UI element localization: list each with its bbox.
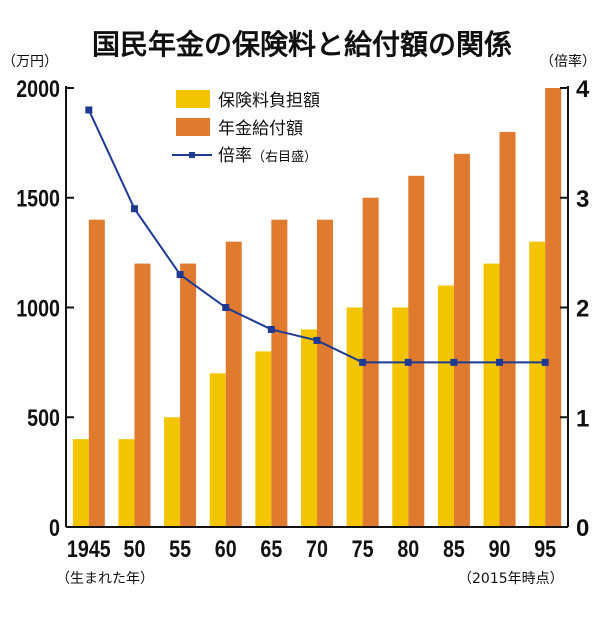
bar-premium-95: [529, 241, 546, 527]
right-tick-label-0: 0: [576, 515, 589, 542]
ratio-point-65: [267, 325, 275, 333]
bar-premium-90: [483, 263, 500, 527]
ratio-point-75: [359, 358, 367, 366]
legend-label-ratio: 倍率: [218, 146, 252, 166]
bar-benefit-55: [180, 263, 197, 527]
x-tick-label-55: 55: [169, 535, 191, 562]
bar-premium-50: [118, 439, 135, 527]
right-tick-label-1: 1: [576, 405, 589, 432]
bar-premium-75: [346, 307, 363, 527]
x-tick-label-50: 50: [124, 535, 146, 562]
bar-benefit-50: [134, 263, 151, 527]
ratio-point-90: [496, 358, 504, 366]
ratio-point-85: [450, 358, 458, 366]
legend-label-ratio-note: （右目盛）: [252, 150, 317, 165]
bar-premium-65: [255, 351, 272, 527]
x-axis-note-left: （生まれた年）: [56, 571, 154, 587]
right-tick-label-3: 3: [576, 186, 589, 213]
legend-marker-ratio: [189, 152, 195, 158]
ratio-point-80: [404, 358, 412, 366]
left-tick-label-1000: 1000: [16, 295, 60, 322]
x-tick-label-85: 85: [443, 535, 465, 562]
bar-benefit-65: [271, 219, 288, 527]
chart-title: 国民年金の保険料と給付額の関係: [92, 28, 512, 61]
right-tick-label-4: 4: [576, 76, 590, 103]
ratio-point-1945: [85, 106, 93, 114]
bar-premium-1945: [72, 439, 89, 527]
legend: 保険料負担額 年金給付額 倍率（右目盛）: [172, 90, 320, 166]
ratio-point-60: [222, 304, 230, 311]
x-tick-label-80: 80: [397, 535, 419, 562]
bar-benefit-60: [225, 241, 242, 527]
x-tick-label-1945: 1945: [67, 535, 111, 562]
legend-label-benefit: 年金給付額: [218, 119, 303, 139]
bar-premium-60: [209, 373, 226, 527]
ratio-point-95: [541, 358, 549, 366]
ratio-point-50: [130, 205, 138, 213]
bar-premium-55: [164, 417, 181, 527]
plot-area: 0 500 1000 1500 2000 0 1 2 3 4 1945 50 55 60 65 70 75 80 8…: [16, 75, 590, 562]
left-tick-label-0: 0: [49, 514, 60, 541]
bar-benefit-85: [453, 153, 470, 527]
left-tick-label-1500: 1500: [16, 185, 60, 212]
right-axis-unit: （倍率）: [540, 53, 596, 70]
x-axis-note-right: （2015年時点）: [458, 571, 564, 587]
left-tick-label-500: 500: [27, 404, 60, 431]
bar-premium-70: [301, 329, 317, 527]
ratio-point-70: [313, 336, 321, 344]
left-axis-unit: （万円）: [2, 54, 58, 70]
right-tick-label-2: 2: [576, 296, 589, 323]
x-tick-label-90: 90: [489, 535, 511, 562]
x-tick-label-75: 75: [352, 535, 374, 562]
bar-benefit-70: [317, 219, 333, 527]
bar-premium-85: [437, 285, 454, 527]
bar-benefit-1945: [88, 219, 105, 527]
x-tick-label-60: 60: [215, 535, 237, 562]
bar-benefit-80: [408, 175, 425, 528]
legend-label-ratio-group: 倍率（右目盛）: [218, 146, 317, 166]
ratio-point-55: [176, 271, 184, 279]
left-tick-label-2000: 2000: [16, 75, 60, 102]
bar-benefit-95: [545, 88, 562, 527]
bar-benefit-90: [499, 131, 516, 527]
x-tick-label-70: 70: [306, 535, 328, 562]
x-tick-label-95: 95: [534, 535, 556, 562]
legend-label-premium: 保険料負担額: [218, 91, 320, 111]
x-tick-label-65: 65: [260, 535, 282, 562]
legend-swatch-premium: [176, 90, 210, 108]
bar-premium-80: [392, 307, 409, 527]
legend-swatch-benefit: [176, 118, 210, 136]
